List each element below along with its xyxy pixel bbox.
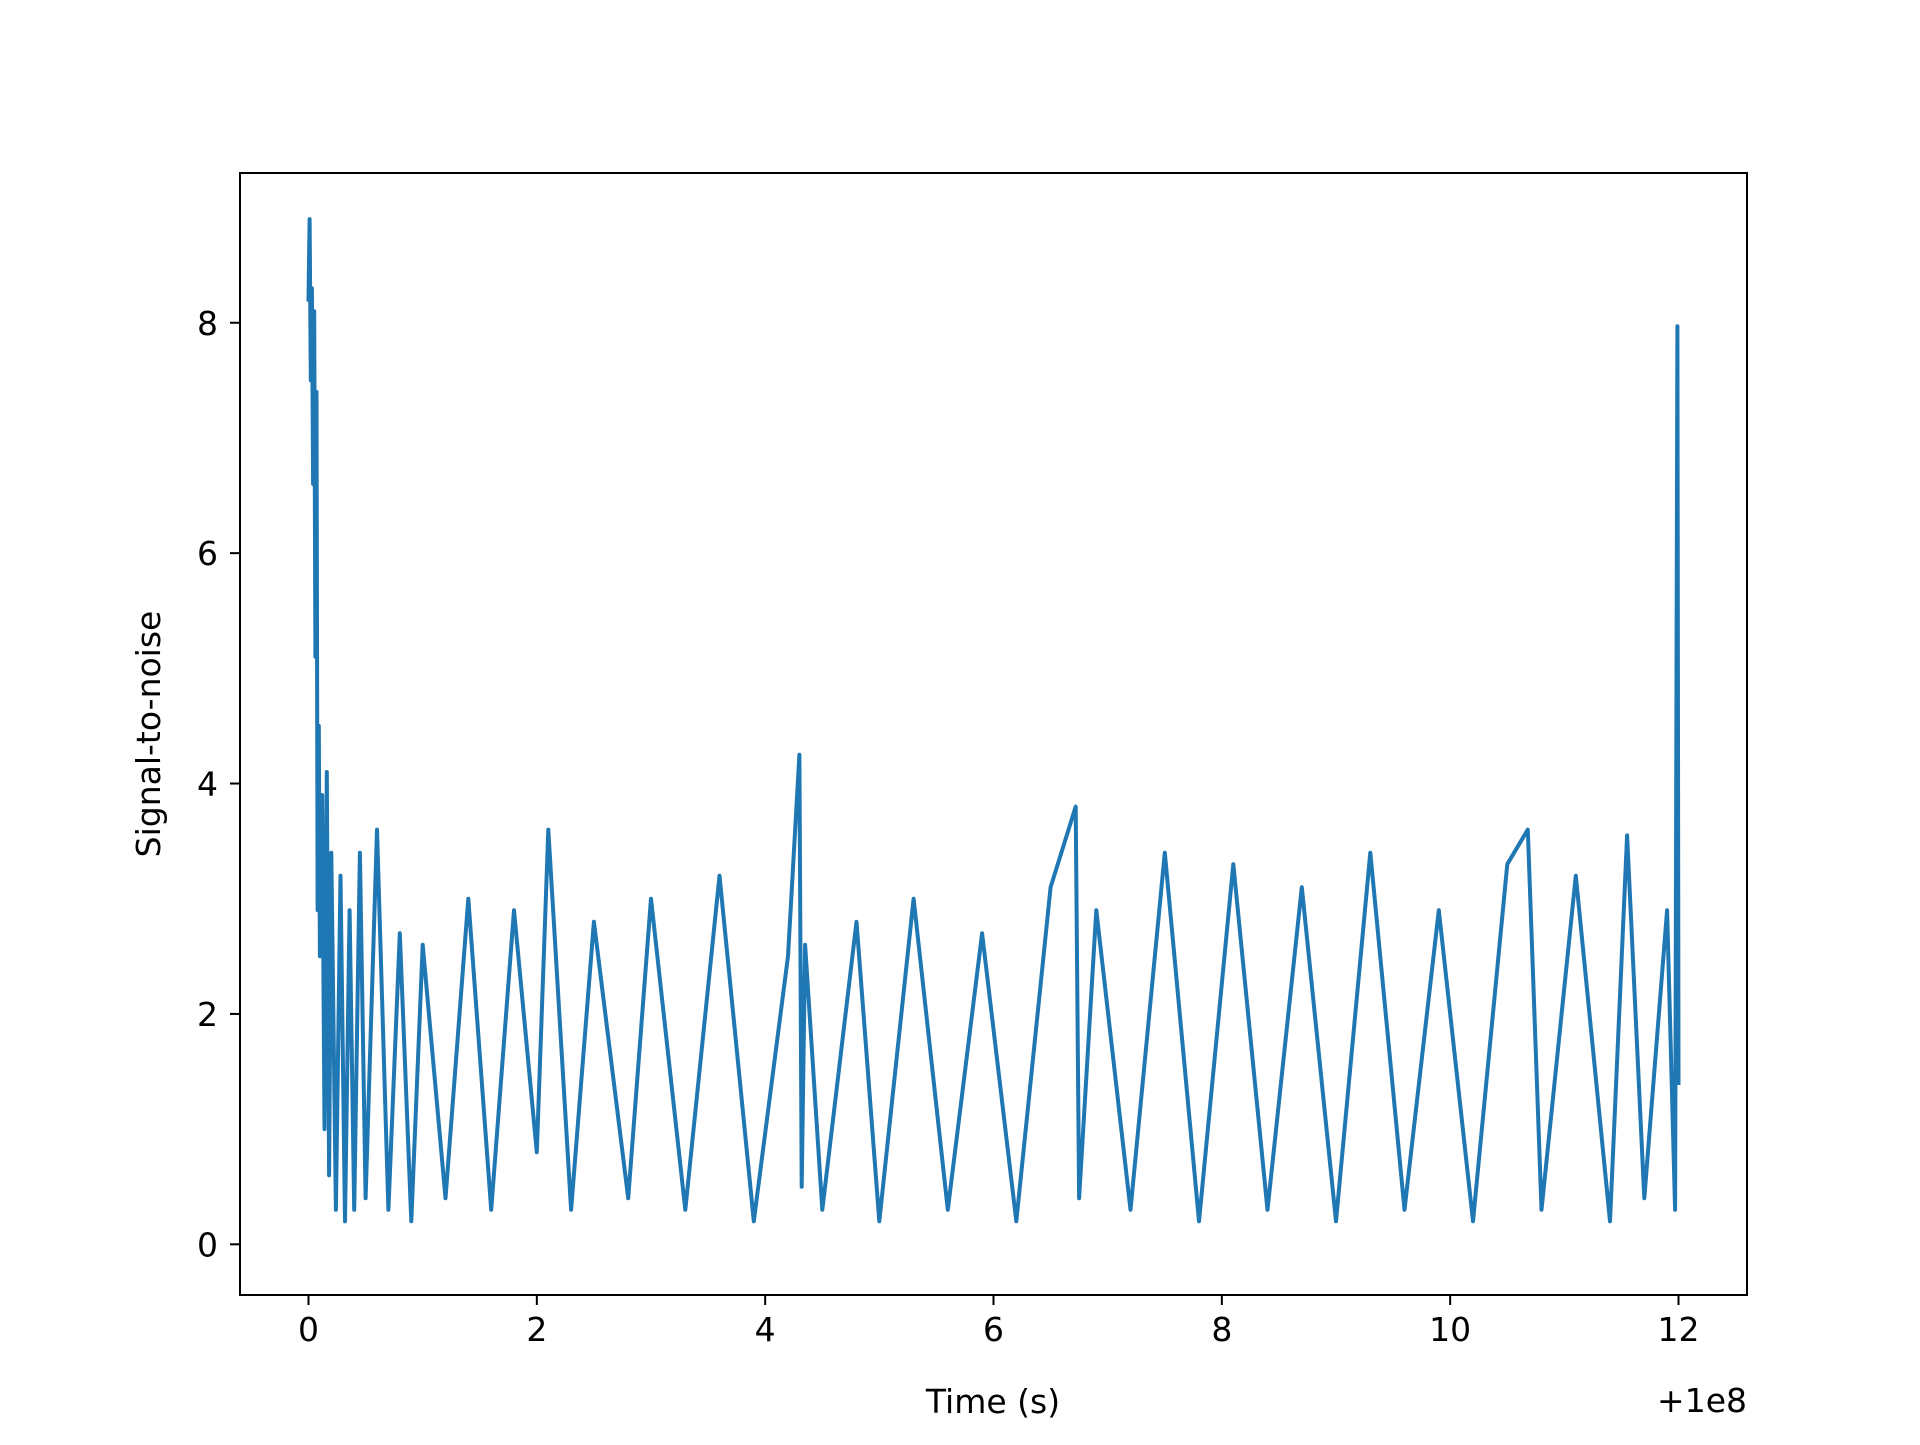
x-tick-label: 8 <box>1211 1310 1232 1349</box>
x-tick-label: 10 <box>1429 1310 1471 1349</box>
x-tick-label: 0 <box>298 1310 319 1349</box>
series-line-1 <box>306 217 1681 1224</box>
x-axis-title: Time (s) <box>925 1382 1060 1421</box>
series-layer <box>306 217 1681 1224</box>
x-tick-label: 12 <box>1658 1310 1700 1349</box>
y-tick-label: 4 <box>197 765 218 804</box>
y-tick-label: 0 <box>197 1225 218 1264</box>
y-axis-title: Signal-to-noise <box>129 611 168 858</box>
x-axis-offset-label: +1e8 <box>1657 1381 1747 1420</box>
x-tick-label: 2 <box>526 1310 547 1349</box>
x-tick-label: 4 <box>755 1310 776 1349</box>
x-tick-label: 6 <box>983 1310 1004 1349</box>
y-tick-label: 6 <box>197 534 218 573</box>
y-tick-label: 2 <box>197 995 218 1034</box>
y-tick-label: 8 <box>197 304 218 343</box>
y-axis-ticks: 0 2 4 6 8 <box>197 304 240 1264</box>
x-axis-ticks: 0 2 4 6 8 10 12 <box>298 1295 1700 1349</box>
